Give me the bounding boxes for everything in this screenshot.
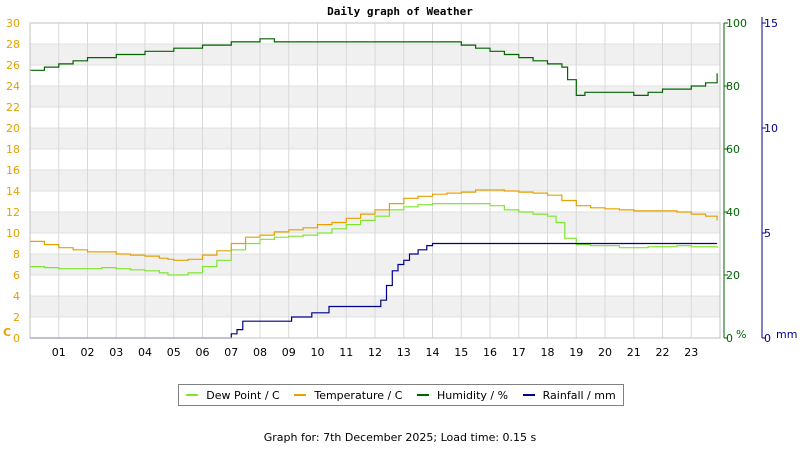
x-axis-tick-label: 14 (426, 346, 440, 359)
x-axis-tick-label: 15 (454, 346, 468, 359)
left-axis-tick-label: 18 (6, 143, 20, 156)
x-axis-tick-label: 19 (569, 346, 583, 359)
x-axis-tick-label: 20 (598, 346, 612, 359)
legend-item-rainfall: Rainfall / mm (522, 388, 616, 402)
x-axis-tick-label: 05 (167, 346, 181, 359)
left-axis-tick-label: 10 (6, 227, 20, 240)
legend-label-humidity: Humidity / % (437, 388, 509, 402)
legend-swatch-humidity (417, 394, 430, 396)
legend-label-dew-point: Dew Point / C (206, 388, 280, 402)
rain-axis-tick-label: 15 (764, 17, 778, 30)
series-group (30, 38, 718, 339)
graph-footer: Graph for: 7th December 2025; Load time:… (263, 431, 537, 444)
left-axis-tick-label: 30 (6, 17, 20, 30)
left-axis-tick-label: 22 (6, 101, 20, 114)
x-axis-tick-label: 04 (138, 346, 152, 359)
rain-axis-tick-label: 5 (764, 227, 771, 240)
humidity-axis-tick-label: 80 (726, 80, 740, 93)
legend-label-rainfall: Rainfall / mm (542, 388, 616, 402)
humidity-axis-tick-label: 20 (726, 269, 740, 282)
x-axis-tick-label: 06 (196, 346, 210, 359)
humidity-axis-tick-label: 0 (726, 332, 733, 345)
series-line-dew-point-c (30, 203, 718, 276)
humidity-axis-unit: % (736, 328, 746, 341)
humidity-axis-tick-label: 60 (726, 143, 740, 156)
x-axis-tick-label: 10 (311, 346, 325, 359)
chart-title: Daily graph of Weather (327, 5, 473, 18)
left-axis-tick-label: 16 (6, 164, 20, 177)
x-axis-tick-label: 17 (512, 346, 526, 359)
x-axis-tick-label: 07 (224, 346, 238, 359)
plot-frame (29, 22, 721, 339)
humidity-axis: 0 20 40 60 80 100% (723, 17, 747, 345)
left-axis-tick-label: 14 (6, 185, 20, 198)
left-axis-unit: C (3, 326, 11, 339)
left-axis-tick-label: 0 (13, 332, 20, 345)
legend-item-temperature: Temperature / C (294, 389, 402, 402)
series-line-temperature-c (30, 189, 718, 261)
legend-label-temperature: Temperature / C (314, 388, 403, 402)
rain-axis: 0 5 10 15 mm (761, 17, 797, 345)
x-axis-tick-label: 11 (339, 346, 353, 359)
left-axis-tick-label: 8 (13, 248, 20, 261)
rain-axis-unit: mm (776, 328, 797, 341)
humidity-axis-tick-label: 40 (726, 206, 740, 219)
series-line-rainfall-mm (30, 242, 718, 339)
legend-item-humidity: Humidity / % (417, 389, 508, 402)
left-axis-tick-label: 12 (6, 206, 20, 219)
humidity-axis-tick-label: 100 (726, 17, 747, 30)
plot-background (30, 22, 721, 339)
x-axis-tick-label: 18 (541, 346, 555, 359)
x-axis-tick-label: 23 (684, 346, 698, 359)
x-axis: 01 02 03 04 05 06 07 08 09 10 11 12 13 14 15 16 17 18 19 20… (30, 337, 720, 359)
x-axis-tick-label: 01 (52, 346, 66, 359)
x-axis-tick-label: 03 (109, 346, 123, 359)
x-axis-tick-label: 02 (81, 346, 95, 359)
x-axis-tick-label: 22 (656, 346, 670, 359)
left-axis-tick-label: 24 (6, 80, 20, 93)
legend-swatch-temperature (294, 394, 307, 396)
left-axis-tick-label: 4 (13, 290, 20, 303)
legend-swatch-dew-point (186, 394, 199, 396)
left-axis-tick-label: 20 (6, 122, 20, 135)
x-axis-tick-label: 08 (253, 346, 267, 359)
x-axis-tick-label: 09 (282, 346, 296, 359)
chart-legend: Dew Point / C Temperature / C Humidity /… (178, 384, 624, 406)
legend-item-dew-point: Dew Point / C (186, 388, 280, 402)
left-axis-tick-label: 26 (6, 59, 20, 72)
rain-axis-tick-label: 0 (764, 332, 771, 345)
left-axis-tick-label: 2 (13, 311, 20, 324)
left-axis-tick-label: 6 (13, 269, 20, 282)
legend-swatch-rainfall (522, 394, 535, 396)
rain-axis-tick-label: 10 (764, 122, 778, 135)
x-axis-tick-label: 21 (627, 346, 641, 359)
left-axis-tick-label: 28 (6, 38, 20, 51)
x-axis-tick-label: 12 (368, 346, 382, 359)
series-line-humidity (30, 38, 718, 96)
x-axis-tick-label: 13 (397, 346, 411, 359)
x-axis-tick-label: 16 (483, 346, 497, 359)
